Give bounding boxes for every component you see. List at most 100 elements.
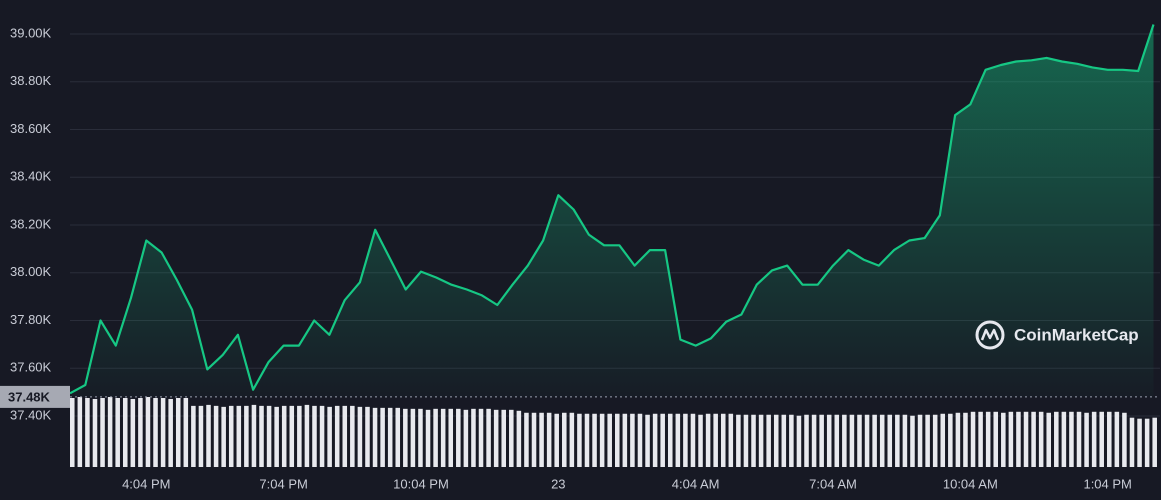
volume-bar: [1144, 418, 1150, 467]
volume-bar: [910, 415, 915, 467]
volume-bar: [191, 405, 196, 467]
volume-bar: [350, 405, 355, 467]
volume-bar: [705, 413, 711, 467]
reference: 37.48K: [0, 385, 1160, 408]
volume-bar: [410, 408, 416, 467]
volume-bar: [312, 405, 317, 467]
volume-bar: [599, 413, 605, 467]
area-layer: [69, 24, 1155, 397]
volume-bar: [963, 412, 968, 467]
volume-bar: [183, 397, 189, 467]
volume-bar: [251, 404, 257, 467]
volume-bar: [213, 405, 219, 467]
volume-bar: [463, 409, 469, 467]
volume-bar: [985, 411, 991, 467]
x-tick-label: 1:04 PM: [1083, 476, 1131, 491]
x-tick-label: 10:04 AM: [943, 476, 998, 491]
volume-bar: [418, 408, 423, 467]
volume-bar: [92, 398, 98, 467]
x-tick-label: 7:04 AM: [809, 476, 857, 491]
volume-bar: [1137, 418, 1142, 467]
y-tick-label: 38.20K: [10, 216, 52, 231]
volume-bar: [660, 413, 665, 467]
current-price-label: 37.48K: [8, 389, 51, 404]
volume-bar: [1099, 411, 1104, 467]
y-tick-label: 39.00K: [10, 25, 52, 40]
volume-bar: [380, 407, 385, 467]
volume-bar: [773, 414, 779, 467]
volume-bar: [675, 413, 681, 467]
volume-bar: [1054, 411, 1059, 467]
volume-bar: [425, 409, 431, 467]
volume-bar: [615, 413, 620, 467]
logo: [975, 320, 1005, 350]
volume-bar: [297, 405, 302, 467]
volume-bar: [789, 414, 794, 467]
volume-bar: [501, 409, 506, 467]
volume-bar: [857, 414, 862, 467]
volume-bar: [842, 414, 847, 467]
volume-bar: [1114, 411, 1120, 467]
volume-bar: [228, 405, 234, 467]
volume-bar: [70, 397, 75, 467]
volume-bar: [138, 397, 143, 467]
volume-bar: [440, 408, 446, 467]
volume-bar: [864, 414, 870, 467]
volume-bar: [259, 405, 264, 467]
volume-bar: [168, 398, 173, 467]
volume-bar: [667, 413, 673, 467]
y-tick-label: 38.40K: [10, 169, 52, 184]
volume-bar: [607, 413, 612, 467]
volume-bar: [1001, 412, 1006, 467]
volume-bar: [85, 397, 90, 467]
volume-bar: [478, 408, 484, 467]
logo-mark: [980, 328, 1000, 341]
x-tick-label: 4:04 PM: [122, 476, 170, 491]
volume-bar: [1038, 411, 1044, 467]
volume-bar: [266, 405, 272, 467]
volume-bar: [713, 413, 718, 467]
x-tick-label: 23: [551, 476, 565, 491]
volume-bar: [153, 397, 158, 467]
y-tick-label: 38.00K: [10, 264, 52, 279]
volume-bar: [970, 411, 976, 467]
volume-bar: [486, 408, 491, 467]
volume-bar: [834, 414, 840, 467]
volume-bar: [925, 414, 930, 467]
volume-bar: [1023, 411, 1029, 467]
price-line: [69, 24, 1155, 395]
volume-bar: [743, 414, 749, 467]
volume-bar: [758, 414, 764, 467]
volume-bar: [993, 411, 999, 467]
volume-bar: [955, 412, 961, 467]
volume-bar: [115, 397, 120, 467]
y-tick-label: 37.40K: [10, 407, 52, 422]
volume-bar: [77, 397, 83, 467]
volume-bar: [728, 413, 734, 467]
volume-bar: [107, 397, 113, 467]
volume-bar: [448, 408, 454, 467]
x-tick-label: 10:04 PM: [393, 476, 449, 491]
volume-bar: [327, 406, 332, 467]
volume-bar: [932, 414, 938, 467]
volume-bar: [872, 414, 877, 467]
volume-bar: [281, 405, 287, 467]
volume-bar: [645, 414, 650, 467]
volume-bar: [698, 414, 703, 467]
volume-bar: [554, 413, 559, 467]
volume-bar: [274, 406, 279, 467]
volume-bar: [130, 398, 136, 467]
volume-bar: [683, 413, 688, 467]
volume-bar: [493, 409, 499, 467]
volume-bar: [198, 405, 204, 467]
volume-bar: [433, 408, 438, 467]
volume-bar: [1031, 411, 1036, 467]
volume-bar: [569, 412, 575, 467]
volume-bar: [562, 412, 567, 467]
y-tick-label: 37.80K: [10, 312, 52, 327]
volume-bar: [1076, 411, 1082, 467]
volume-bar: [630, 413, 635, 467]
volume-bar: [1084, 412, 1089, 467]
volume-bar: [236, 405, 242, 467]
volume-bar: [895, 414, 900, 467]
